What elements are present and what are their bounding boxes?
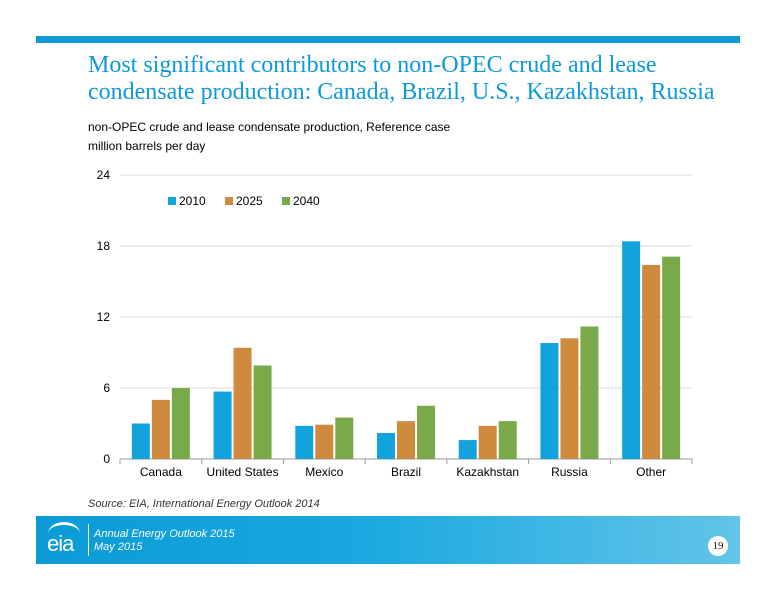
bar-2010-brazil (377, 432, 395, 459)
x-tick-label: Mexico (305, 465, 343, 479)
bar-2040-brazil (417, 405, 435, 459)
footer-bar: eia Annual Energy Outlook 2015 May 2015 … (36, 516, 740, 564)
y-tick-label: 0 (103, 452, 110, 466)
x-tick-label: Brazil (391, 465, 421, 479)
subtitle-line-2: million barrels per day (88, 139, 206, 153)
source-note: Source: EIA, International Energy Outloo… (88, 498, 320, 510)
eia-logo: eia (44, 522, 84, 558)
bar-2025-russia (560, 338, 579, 459)
x-tick-label: United States (207, 465, 279, 479)
bar-2010-other (622, 241, 641, 459)
slide-title: Most significant contributors to non-OPE… (88, 52, 715, 105)
chart-subtitle: non-OPEC crude and lease condensate prod… (88, 118, 450, 156)
y-tick-label: 18 (97, 239, 111, 253)
bar-2025-kazakhstan (478, 425, 497, 459)
top-accent-bar (36, 36, 740, 43)
bar-2025-mexico (315, 424, 334, 459)
logo-text: eia (47, 531, 74, 556)
y-tick-label: 12 (97, 310, 111, 324)
legend-swatch-2040 (282, 197, 290, 205)
bar-2040-united-states (253, 365, 272, 459)
footer-publication: Annual Energy Outlook 2015 (94, 528, 235, 540)
y-tick-label: 24 (97, 168, 111, 182)
footer-divider (88, 524, 89, 556)
bar-2025-other (642, 264, 661, 459)
bar-2040-mexico (335, 417, 354, 459)
x-tick-label: Russia (551, 465, 588, 479)
x-tick-label: Kazakhstan (456, 465, 519, 479)
bar-2025-brazil (397, 421, 415, 459)
bar-chart: 0 6 12 18 24 Canada United States Mexico Brazil K… (97, 168, 693, 479)
footer-text: Annual Energy Outlook 2015 May 2015 (94, 528, 235, 554)
bar-2040-other (662, 256, 681, 459)
legend-swatch-2025 (225, 197, 233, 205)
legend-label-2040: 2040 (293, 194, 320, 208)
bar-2010-united-states (213, 391, 232, 459)
logo-arc (48, 522, 80, 545)
footer-date: May 2015 (94, 541, 143, 553)
bar-2025-canada (151, 399, 170, 459)
legend-label-2010: 2010 (179, 194, 206, 208)
bar-2010-kazakhstan (458, 440, 477, 459)
bar-2010-canada (131, 423, 150, 459)
bar-2040-kazakhstan (498, 421, 517, 459)
legend-swatch-2010 (168, 197, 176, 205)
subtitle-line-1: non-OPEC crude and lease condensate prod… (88, 120, 451, 134)
bar-2010-mexico (295, 425, 314, 459)
x-tick-label: Other (636, 465, 666, 479)
x-tick-label: Canada (140, 465, 182, 479)
page-number: 19 (708, 536, 728, 556)
bar-2040-russia (580, 326, 599, 459)
bar-2025-united-states (233, 347, 252, 459)
y-tick-label: 6 (103, 381, 110, 395)
legend-label-2025: 2025 (236, 194, 263, 208)
bar-2040-canada (171, 388, 190, 459)
bar-2010-russia (540, 343, 559, 459)
